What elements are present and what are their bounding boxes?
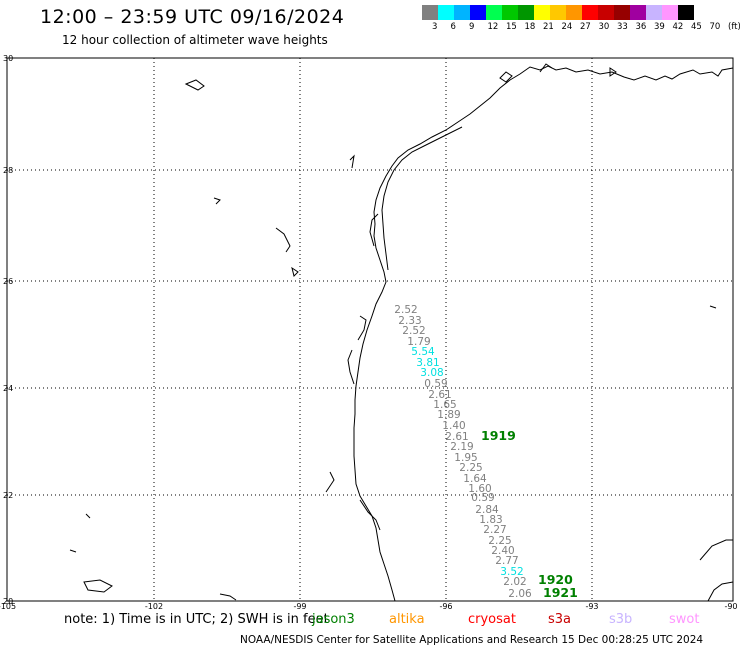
wave-height-value: 5.54: [411, 346, 435, 358]
lon-label: -105: [0, 602, 16, 611]
legend-label: 45: [691, 22, 702, 32]
lon-label: -93: [585, 602, 598, 611]
lon-label: -102: [145, 602, 163, 611]
wave-height-value: 2.19: [450, 441, 473, 453]
wave-height-values: 2.522.332.521.795.543.813.080.592.611.65…: [394, 304, 532, 600]
wave-height-value: 0.59: [471, 492, 494, 504]
legend-swatch-2: [454, 5, 470, 20]
legend-label: 27: [580, 22, 591, 32]
satellite-label-swot: swot: [669, 612, 700, 627]
wave-height-value: 2.25: [459, 462, 482, 474]
wave-height-value: 2.25: [488, 535, 511, 547]
lat-label: 20: [3, 597, 13, 606]
map-title: 12:00 – 23:59 UTC 09/16/2024: [40, 6, 345, 28]
lat-label: 24: [3, 384, 13, 393]
legend-label: 24: [561, 22, 573, 32]
pass-time-label: 1920: [538, 572, 573, 587]
wave-height-value: 2.77: [495, 555, 518, 567]
satellite-label-altika: altika: [389, 612, 425, 627]
legend-swatch-5: [502, 5, 518, 20]
legend-label: 42: [672, 22, 684, 32]
wave-height-value: 3.52: [500, 566, 523, 578]
lon-label: -96: [439, 602, 452, 611]
satellite-label-s3a: s3a: [548, 612, 572, 627]
wave-height-value: 2.52: [402, 325, 425, 337]
latitude-labels: 30 28 26 24 22 20: [3, 54, 13, 606]
legend-label: 39: [654, 22, 665, 32]
legend-swatch-14: [646, 5, 662, 20]
legend-swatch-15: [662, 5, 678, 20]
lat-label: 26: [3, 277, 13, 286]
wave-height-value: 2.52: [394, 304, 417, 316]
legend-label: 21: [543, 22, 554, 32]
legend-swatch-11: [598, 5, 614, 20]
legend-swatch-8: [550, 5, 566, 20]
lat-lon-grid: [7, 58, 733, 601]
credit-line: NOAA/NESDIS Center for Satellite Applica…: [240, 634, 704, 646]
legend-label: 70: [709, 22, 721, 32]
wave-height-value: 3.81: [416, 357, 439, 369]
legend-swatch-10: [582, 5, 598, 20]
wave-height-value: 1.83: [479, 514, 502, 526]
wave-height-value: 1.40: [442, 420, 465, 432]
wave-height-value: 2.27: [483, 524, 506, 536]
lon-label: -90: [724, 602, 737, 611]
legend-swatch-13: [630, 5, 646, 20]
wave-height-value: 3.08: [420, 367, 443, 379]
legend-swatch-9: [566, 5, 582, 20]
lon-label: -99: [293, 602, 306, 611]
color-legend: [422, 5, 694, 20]
wave-height-value: 1.65: [433, 399, 456, 411]
color-legend-labels: 3 6 9 12 15 18 21 24 27 30 33 36 39 42 45 70 (ft): [422, 22, 740, 34]
wave-height-value: 1.60: [468, 483, 491, 495]
map-frame: [6, 57, 734, 602]
legend-swatch-1: [438, 5, 454, 20]
satellite-label-jason3: jason3: [312, 612, 355, 627]
legend-label: 30: [598, 22, 610, 32]
lat-label: 30: [3, 54, 13, 63]
legend-swatch-3: [470, 5, 486, 20]
legend-swatch-7: [534, 5, 550, 20]
legend-swatch-4: [486, 5, 502, 20]
lat-label: 28: [3, 166, 13, 175]
wave-height-value: 0.59: [424, 378, 447, 390]
wave-height-value: 1.95: [454, 452, 477, 464]
legend-swatch-12: [614, 5, 630, 20]
wave-height-value: 2.84: [475, 504, 499, 516]
wave-height-value: 1.89: [437, 409, 460, 421]
footer-note: note: 1) Time is in UTC; 2) SWH is in fe…: [64, 612, 329, 627]
legend-label: (ft): [728, 22, 740, 32]
coastline: [69, 63, 734, 602]
legend-label: 18: [524, 22, 536, 32]
wave-height-value: 2.02: [503, 576, 526, 588]
satellite-label-s3b: s3b: [609, 612, 633, 627]
map-subtitle: 12 hour collection of altimeter wave hei…: [62, 33, 328, 47]
wave-height-value: 1.79: [407, 336, 430, 348]
legend-label: 36: [635, 22, 647, 32]
legend-label: 3: [432, 22, 438, 32]
wave-height-value: 2.61: [445, 431, 468, 443]
legend-label: 6: [450, 22, 456, 32]
legend-swatch-6: [518, 5, 534, 20]
pass-time-label: 1919: [481, 428, 516, 443]
wave-height-value: 2.61: [428, 389, 451, 401]
wave-height-value: 2.33: [398, 315, 421, 327]
legend-label: 9: [469, 22, 475, 32]
satellite-label-cryosat: cryosat: [468, 612, 516, 627]
lat-label: 22: [3, 491, 13, 500]
wave-height-value: 2.06: [508, 588, 532, 600]
pass-time-label: 1921: [543, 585, 578, 600]
wave-height-value: 2.40: [491, 545, 514, 557]
legend-label: 12: [487, 22, 499, 32]
legend-label: 33: [617, 22, 628, 32]
longitude-labels: -105 -102 -99 -96 -93 -90: [0, 602, 738, 611]
wave-height-value: 1.64: [463, 473, 487, 485]
legend-label: 15: [506, 22, 517, 32]
legend-swatch-16: [678, 5, 694, 20]
legend-swatch-0: [422, 5, 438, 20]
